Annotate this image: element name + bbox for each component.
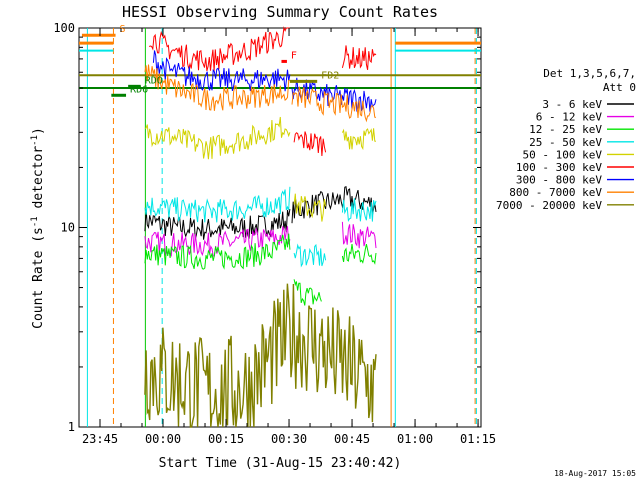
series xyxy=(144,185,377,240)
legend-label: 7000 - 20000 keV xyxy=(496,199,602,212)
y-tick-label: 100 xyxy=(53,21,75,35)
x-tick-label: 01:15 xyxy=(460,432,496,446)
annotation-label: RDO xyxy=(145,75,163,86)
x-tick-label: 01:00 xyxy=(397,432,433,446)
annotation-label: RD6 xyxy=(130,84,148,95)
series xyxy=(144,221,377,257)
series xyxy=(144,64,377,123)
legend-label: 6 - 12 keV xyxy=(536,111,603,124)
series-layer xyxy=(144,26,377,428)
y-axis-label: Count Rate (s-1 detector-1) xyxy=(30,127,46,329)
series-line xyxy=(293,279,322,306)
legend-label: 3 - 6 keV xyxy=(542,98,602,111)
legend-title-line2: Att 0 xyxy=(603,81,636,94)
series-line xyxy=(341,45,377,71)
series-line xyxy=(341,128,377,151)
annotation-label: FD2 xyxy=(321,70,339,81)
series-line xyxy=(341,198,377,222)
tick-layer: 1 10 100 23:45 00:00 00:15 00:30 00:45 01:00 01:1… xyxy=(53,21,496,446)
legend-label: 25 - 50 keV xyxy=(529,136,602,149)
series xyxy=(152,50,377,113)
legend-label: 100 - 300 keV xyxy=(516,161,602,174)
series-line xyxy=(291,86,377,123)
chart-title: HESSI Observing Summary Count Rates xyxy=(122,3,438,21)
series xyxy=(144,116,377,222)
series xyxy=(144,186,377,268)
x-axis-label: Start Time (31-Aug-15 23:40:42) xyxy=(159,456,402,471)
legend-label: 50 - 100 keV xyxy=(523,148,603,161)
legend-title-line1: Det 1,3,5,6,7, xyxy=(543,67,636,80)
x-tick-label: 00:00 xyxy=(145,432,181,446)
legend-label: 12 - 25 keV xyxy=(529,123,602,136)
series-line xyxy=(144,186,291,223)
x-tick-label: 23:45 xyxy=(82,432,118,446)
series xyxy=(144,233,377,306)
series-line xyxy=(341,221,377,249)
series-line xyxy=(144,64,291,111)
y-tick-label: 1 xyxy=(68,420,75,434)
series-line xyxy=(149,26,290,72)
series-line xyxy=(293,193,327,222)
annotation-label: F xyxy=(291,50,297,61)
series-line xyxy=(152,50,291,92)
series xyxy=(149,26,377,157)
legend-label: 300 - 800 keV xyxy=(516,174,602,187)
series xyxy=(144,283,377,428)
x-tick-label: 00:45 xyxy=(334,432,370,446)
series-line xyxy=(144,116,291,160)
footer-stamp: 18-Aug-2017 15:05 xyxy=(554,469,636,478)
annotation-label: S xyxy=(120,24,126,35)
x-tick-label: 00:15 xyxy=(208,432,244,446)
series-line xyxy=(293,131,327,157)
series-line xyxy=(341,243,377,265)
y-tick-label: 10 xyxy=(61,221,75,235)
x-tick-label: 00:30 xyxy=(271,432,307,446)
series-line xyxy=(293,243,327,268)
legend-label: 800 - 7000 keV xyxy=(509,186,602,199)
series-line xyxy=(144,283,377,428)
series-line xyxy=(144,233,291,270)
